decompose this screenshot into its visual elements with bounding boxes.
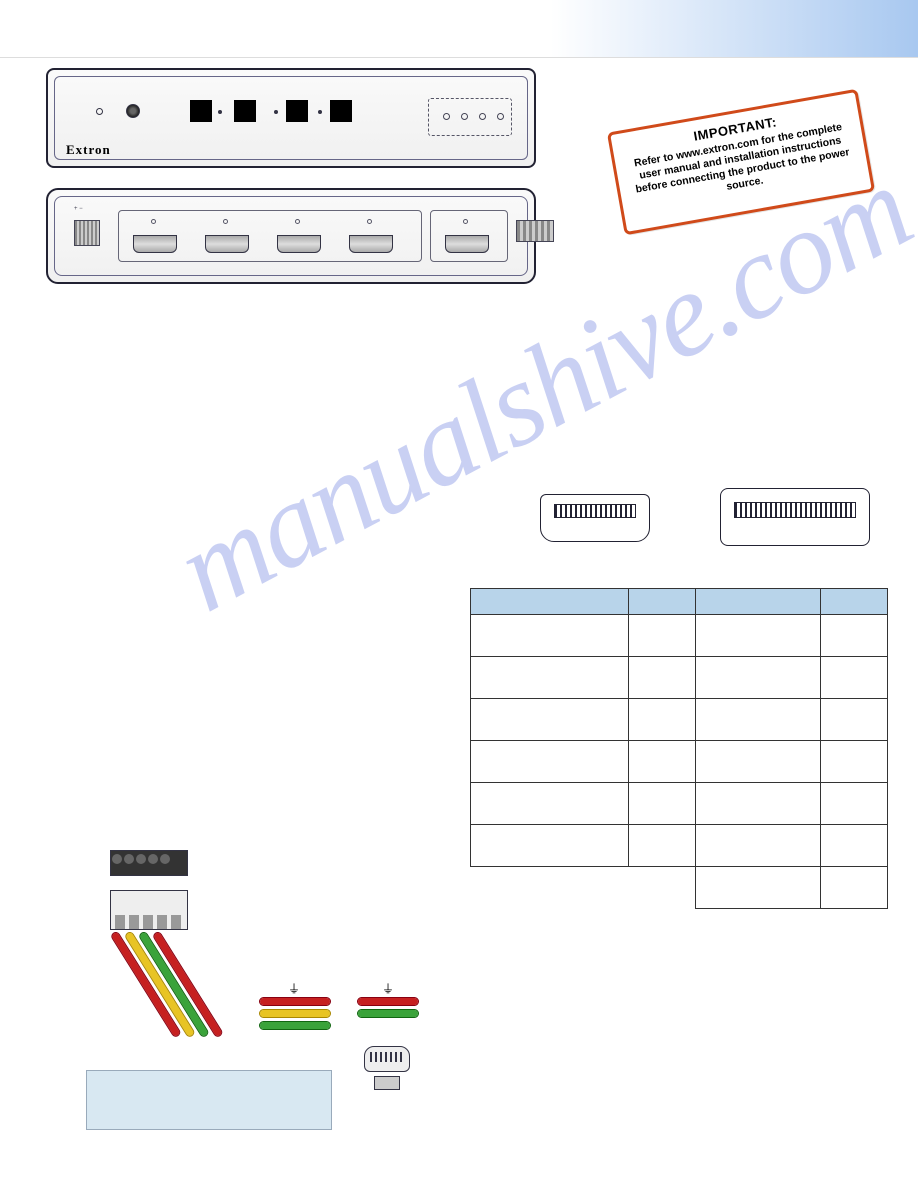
status-led-icon [443,113,450,120]
device-front-panel: Extron [46,68,536,168]
status-led-icon [461,113,468,120]
table-row-trailing [471,867,888,909]
table-header-cell [629,589,696,615]
screw-icon [463,219,468,224]
connector-pins [554,504,636,518]
wire-green [260,1022,330,1029]
status-led-icon [497,113,504,120]
header-gradient [0,0,918,58]
status-led-icon [479,113,486,120]
wire-green [358,1010,418,1017]
hdmi-input-port-2 [205,235,249,253]
front-led-group-box [428,98,512,136]
hdmi-input-port-1 [133,235,177,253]
table-row [471,615,888,657]
hdmi-female-connector-icon [540,494,650,542]
table-row [471,783,888,825]
captive-screw-receptacle-icon [110,850,188,876]
db9-connector-icon [360,1040,414,1090]
hdmi-male-connector-icon [720,488,870,546]
connector-shell [540,494,650,542]
brand-label: Extron [66,142,111,158]
power-connector-icon [74,220,100,246]
table-header-cell [471,589,629,615]
table-row [471,825,888,867]
hdmi-input-port-4 [349,235,393,253]
wire-yellow [260,1010,330,1017]
input-button-2[interactable] [234,100,256,122]
input-button-3[interactable] [286,100,308,122]
button-separator-icon [318,110,322,114]
hdmi-output-port [445,235,489,253]
table-header-cell [696,589,821,615]
hdmi-output-group [430,210,508,262]
hdmi-pin-table [470,588,888,909]
front-led-icon [96,108,103,115]
wire-red [260,998,330,1005]
ground-symbol-icon: ⏚ [382,980,394,997]
wire-red [358,998,418,1005]
device-back-panel: + − [46,188,536,284]
table-row [471,657,888,699]
hdmi-input-port-3 [277,235,321,253]
db9-base [374,1076,400,1090]
button-separator-icon [274,110,278,114]
table-row [471,741,888,783]
important-callout: IMPORTANT: Refer to www.extron.com for t… [607,89,875,236]
captive-screw-plug-icon [110,890,188,930]
power-polarity-label: + − [74,206,83,212]
screw-icon [295,219,300,224]
wire-bundle-1 [114,930,394,1070]
screw-icon [151,219,156,224]
connector-pins [734,502,856,518]
hdmi-inputs-group [118,210,422,262]
db9-pins [370,1052,404,1062]
table-header-cell [821,589,888,615]
ground-symbol-icon: ⏚ [288,980,300,997]
button-separator-icon [218,110,222,114]
ir-receiver-icon [126,104,140,118]
table-row [471,699,888,741]
note-box [86,1070,332,1130]
input-button-1[interactable] [190,100,212,122]
input-button-4[interactable] [330,100,352,122]
screw-icon [223,219,228,224]
remote-connector-icon [516,220,554,242]
screw-icon [367,219,372,224]
